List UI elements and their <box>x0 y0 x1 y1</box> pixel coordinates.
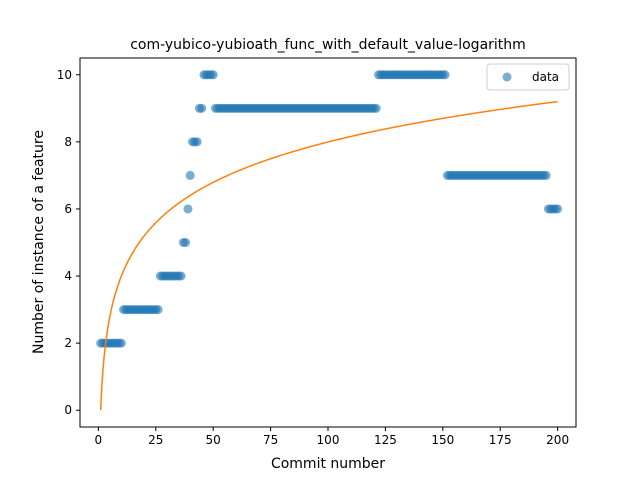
x-tick-label: 200 <box>546 433 569 447</box>
legend-marker <box>502 72 512 82</box>
data-point <box>176 271 186 281</box>
y-tick-label: 0 <box>64 403 72 417</box>
data-point <box>197 103 207 113</box>
chart-title: com-yubico-yubioath_func_with_default_va… <box>130 37 526 53</box>
data-point <box>553 204 563 214</box>
scatter-points <box>96 70 563 348</box>
fit-line <box>99 100 558 411</box>
y-tick-label: 2 <box>64 336 72 350</box>
y-axis-label: Number of instance of a feature <box>31 130 47 354</box>
legend-label: data <box>532 70 559 84</box>
data-point <box>541 170 551 180</box>
x-tick-label: 25 <box>148 433 163 447</box>
x-tick-label: 0 <box>95 433 103 447</box>
x-tick-label: 75 <box>263 433 278 447</box>
plot-area <box>80 58 576 427</box>
x-tick-label: 100 <box>317 433 340 447</box>
data-point <box>181 238 191 247</box>
x-axis-ticks: 0 25 50 75 100 125 150 175 200 <box>95 427 569 447</box>
y-axis-ticks: 0 2 4 6 8 10 <box>57 68 80 417</box>
y-tick-label: 10 <box>57 68 72 82</box>
y-tick-label: 8 <box>64 135 72 149</box>
y-tick-label: 4 <box>64 269 72 283</box>
x-tick-label: 150 <box>431 433 454 447</box>
legend: data <box>486 63 570 91</box>
data-point <box>208 70 218 80</box>
legend-box <box>486 63 570 91</box>
data-point <box>440 70 450 80</box>
y-tick-label: 6 <box>64 202 72 216</box>
data-point <box>185 170 195 180</box>
x-tick-label: 125 <box>374 433 397 447</box>
x-tick-label: 175 <box>489 433 512 447</box>
x-tick-label: 50 <box>206 433 221 447</box>
data-point <box>183 204 193 214</box>
data-point <box>192 137 202 147</box>
data-point <box>116 338 126 348</box>
data-point <box>371 103 381 113</box>
data-point <box>153 305 163 315</box>
fit-line-layer <box>99 100 558 411</box>
x-axis-label: Commit number <box>271 456 385 472</box>
